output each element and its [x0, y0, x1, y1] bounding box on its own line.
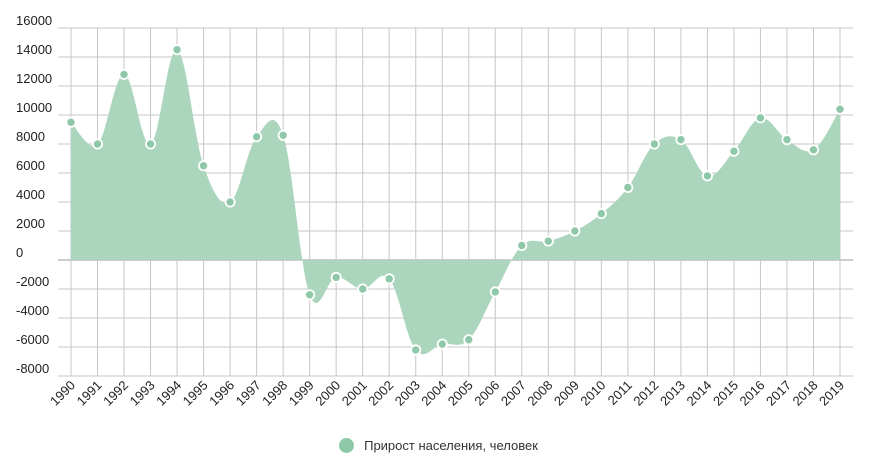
y-tick-label: 14000 [16, 42, 52, 57]
y-tick-label: 12000 [16, 71, 52, 86]
x-tick-label: 1992 [100, 378, 131, 409]
x-tick-label: 2013 [657, 378, 688, 409]
y-tick-label: -2000 [16, 274, 49, 289]
y-tick-label: 8000 [16, 129, 45, 144]
x-axis-ticks: 1990199119921993199419951996199719981999… [47, 378, 847, 409]
area-series-fill [71, 49, 840, 355]
x-tick-label: 1999 [286, 378, 317, 409]
x-tick-label: 1996 [206, 378, 237, 409]
data-point-2005[interactable] [463, 334, 475, 346]
x-tick-label: 2010 [577, 378, 608, 409]
x-tick-label: 2017 [763, 378, 794, 409]
y-tick-label: -4000 [16, 303, 49, 318]
x-tick-label: 2009 [551, 378, 582, 409]
data-point-2018[interactable] [807, 144, 819, 156]
x-tick-label: 2018 [790, 378, 821, 409]
x-tick-label: 2008 [524, 378, 555, 409]
y-tick-label: 6000 [16, 158, 45, 173]
x-tick-label: 2006 [471, 378, 502, 409]
legend-label: Прирост населения, человек [364, 437, 538, 453]
x-tick-label: 1991 [74, 378, 105, 409]
data-point-2015[interactable] [728, 145, 740, 157]
data-point-2001[interactable] [357, 283, 369, 295]
x-tick-label: 1998 [259, 378, 290, 409]
data-point-2012[interactable] [648, 138, 660, 150]
data-point-2000[interactable] [330, 271, 342, 283]
x-tick-label: 2012 [630, 378, 661, 409]
data-point-2010[interactable] [595, 208, 607, 220]
y-tick-label: 0 [16, 245, 23, 260]
data-point-1991[interactable] [92, 138, 104, 150]
y-tick-label: -8000 [16, 361, 49, 376]
x-tick-label: 2002 [365, 378, 396, 409]
data-point-2002[interactable] [383, 273, 395, 285]
data-point-1990[interactable] [65, 116, 77, 128]
y-tick-label: 10000 [16, 100, 52, 115]
y-tick-label: 4000 [16, 187, 45, 202]
x-tick-label: 2003 [392, 378, 423, 409]
data-point-1996[interactable] [224, 196, 236, 208]
y-axis-ticks: 16000 14000 12000 10000 8000 6000 4000 2000 0 -20… [16, 13, 52, 376]
x-tick-label: 1997 [233, 378, 264, 409]
data-point-1992[interactable] [118, 68, 130, 80]
data-point-2011[interactable] [622, 181, 634, 193]
data-point-1994[interactable] [171, 44, 183, 56]
data-point-2007[interactable] [516, 239, 528, 251]
x-tick-label: 2019 [816, 378, 847, 409]
data-point-1998[interactable] [277, 129, 289, 141]
x-tick-label: 1994 [153, 378, 184, 409]
data-point-2003[interactable] [410, 344, 422, 356]
legend[interactable]: Прирост населения, человек [0, 433, 877, 457]
x-tick-label: 2016 [737, 378, 768, 409]
data-point-2004[interactable] [436, 338, 448, 350]
legend-marker [339, 437, 355, 453]
data-point-2016[interactable] [754, 112, 766, 124]
data-point-2008[interactable] [542, 235, 554, 247]
data-point-1999[interactable] [304, 289, 316, 301]
x-tick-label: 2005 [445, 378, 476, 409]
x-tick-label: 2007 [498, 378, 529, 409]
x-tick-label: 2015 [710, 378, 741, 409]
data-point-2013[interactable] [675, 134, 687, 146]
data-points [65, 44, 846, 356]
y-tick-label: 2000 [16, 216, 45, 231]
data-point-1995[interactable] [198, 160, 210, 172]
data-point-2017[interactable] [781, 134, 793, 146]
y-tick-label: -6000 [16, 332, 49, 347]
x-tick-label: 2001 [339, 378, 370, 409]
x-tick-label: 2000 [312, 378, 343, 409]
y-tick-label: 16000 [16, 13, 52, 28]
x-tick-label: 1990 [47, 378, 78, 409]
x-tick-label: 1993 [127, 378, 158, 409]
data-point-2009[interactable] [569, 225, 581, 237]
x-tick-label: 2014 [683, 378, 714, 409]
data-point-1993[interactable] [145, 138, 157, 150]
x-tick-label: 1995 [180, 378, 211, 409]
data-point-2019[interactable] [834, 103, 846, 115]
data-point-2014[interactable] [701, 170, 713, 182]
x-tick-label: 2011 [605, 378, 635, 408]
x-tick-label: 2004 [418, 378, 449, 409]
data-point-1997[interactable] [251, 131, 263, 143]
data-point-2006[interactable] [489, 286, 501, 298]
